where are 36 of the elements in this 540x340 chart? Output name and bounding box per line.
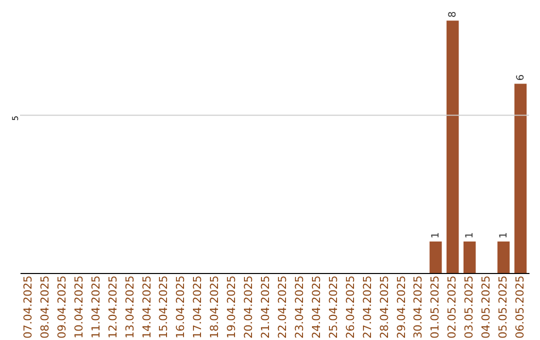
x-tick-label: 02.05.2025 xyxy=(446,276,459,338)
x-tick-label: 28.04.2025 xyxy=(378,276,391,338)
x-tick-label: 18.04.2025 xyxy=(208,276,222,338)
x-tick-label: 06.05.2025 xyxy=(514,276,527,338)
x-tick-label: 14.04.2025 xyxy=(140,276,154,338)
data-label: 1 xyxy=(464,232,476,238)
x-tick-label: 09.04.2025 xyxy=(55,276,68,338)
data-label: 1 xyxy=(430,232,442,238)
x-tick-label: 23.04.2025 xyxy=(292,276,306,338)
x-tick-label: 01.05.2025 xyxy=(428,276,442,338)
x-tick-label: 10.04.2025 xyxy=(72,276,86,338)
x-tick-label: 26.04.2025 xyxy=(344,276,357,338)
x-tick-label: 04.05.2025 xyxy=(480,276,493,338)
x-tick-label: 20.04.2025 xyxy=(242,276,256,338)
ref-line-label: 5 xyxy=(11,116,20,121)
x-tick-label: 11.04.2025 xyxy=(89,276,102,338)
x-tick-label: 17.04.2025 xyxy=(191,276,204,338)
x-tick-label: 13.04.2025 xyxy=(123,276,136,338)
x-tick-label: 24.04.2025 xyxy=(310,276,323,338)
x-tick-label: 19.04.2025 xyxy=(225,276,238,338)
x-tick-label: 03.05.2025 xyxy=(462,276,476,338)
x-tick-label: 22.04.2025 xyxy=(276,276,289,338)
x-tick-label: 25.04.2025 xyxy=(326,276,340,338)
data-label: 6 xyxy=(516,74,527,81)
x-tick-label: 30.04.2025 xyxy=(412,276,425,338)
x-tick-label: 21.04.2025 xyxy=(259,276,272,338)
data-label: 8 xyxy=(448,11,459,18)
x-tick-label: 05.05.2025 xyxy=(496,276,510,338)
x-tick-label: 15.04.2025 xyxy=(157,276,170,338)
x-tick-label: 12.04.2025 xyxy=(106,276,120,338)
x-tick-label: 07.04.2025 xyxy=(21,276,34,338)
x-tick-label: 08.04.2025 xyxy=(38,276,52,338)
data-label: 1 xyxy=(498,232,510,238)
x-tick-label: 27.04.2025 xyxy=(360,276,374,338)
x-tick-label: 29.04.2025 xyxy=(394,276,408,338)
x-tick-label: 16.04.2025 xyxy=(174,276,188,338)
